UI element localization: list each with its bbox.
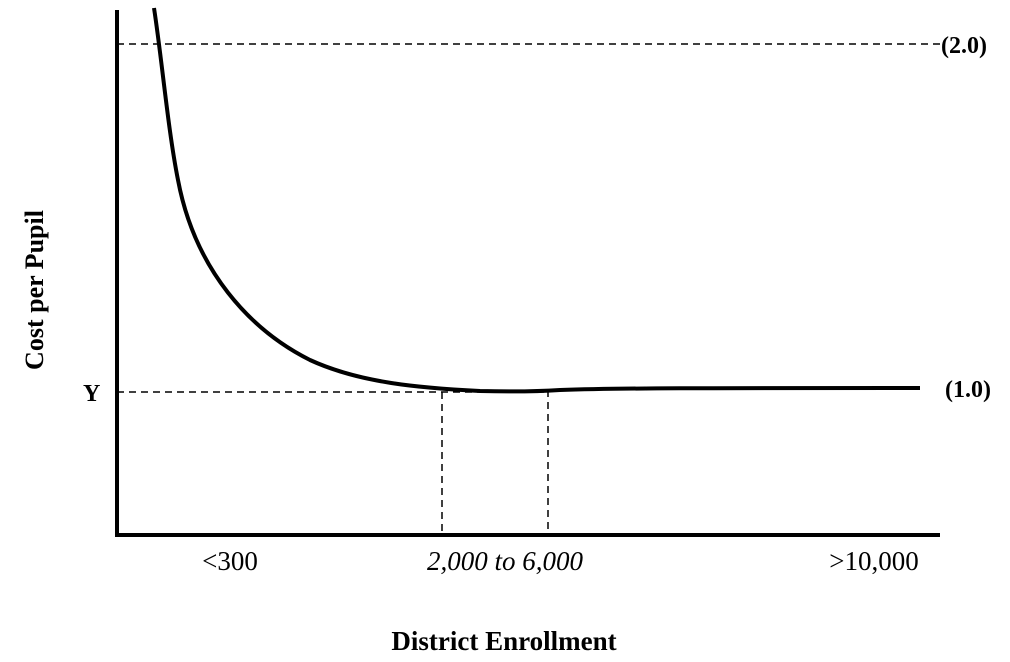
ratio-high-label: (2.0) (941, 33, 987, 59)
x-tick-large: >10,000 (829, 546, 918, 576)
cost-curve (152, 7, 921, 394)
x-tick-mid: 2,000 to 6,000 (427, 546, 584, 576)
y-axis-title: Cost per Pupil (20, 210, 49, 370)
y-marker-label: Y (83, 381, 100, 407)
x-tick-small: <300 (202, 546, 258, 576)
ratio-low-label: (1.0) (945, 377, 991, 403)
x-axis-title: District Enrollment (391, 626, 616, 656)
